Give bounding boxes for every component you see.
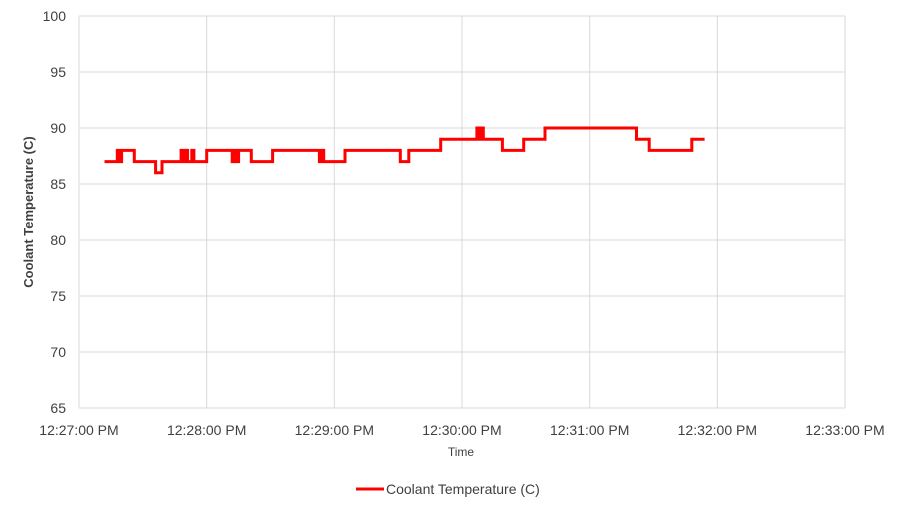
y-tick-label: 70 [50, 344, 66, 360]
x-tick-label: 12:29:00 PM [295, 422, 374, 438]
y-tick-label: 65 [50, 400, 66, 416]
x-axis-title: Time [448, 445, 475, 459]
x-axis-tick-labels: 12:27:00 PM 12:28:00 PM 12:29:00 PM 12:30:0… [39, 422, 884, 438]
y-tick-label: 85 [50, 176, 66, 192]
y-tick-label: 90 [50, 120, 66, 136]
y-tick-label: 80 [50, 232, 66, 248]
y-tick-label: 75 [50, 288, 66, 304]
gridlines [78, 15, 846, 409]
y-tick-label: 100 [43, 8, 67, 24]
x-tick-label: 12:33:00 PM [805, 422, 884, 438]
x-tick-label: 12:27:00 PM [39, 422, 118, 438]
legend: Coolant Temperature (C) [356, 481, 540, 497]
y-tick-label: 95 [50, 64, 66, 80]
x-tick-label: 12:30:00 PM [422, 422, 501, 438]
series-line-coolant-temperature [104, 126, 705, 175]
x-tick-label: 12:32:00 PM [678, 422, 757, 438]
y-axis-title: Coolant Temperature (C) [21, 136, 36, 287]
x-tick-label: 12:28:00 PM [167, 422, 246, 438]
y-axis-tick-labels: 65 70 75 80 85 90 95 100 [43, 8, 67, 416]
series-layer [104, 126, 705, 175]
legend-label: Coolant Temperature (C) [386, 481, 540, 497]
x-tick-label: 12:31:00 PM [550, 422, 629, 438]
